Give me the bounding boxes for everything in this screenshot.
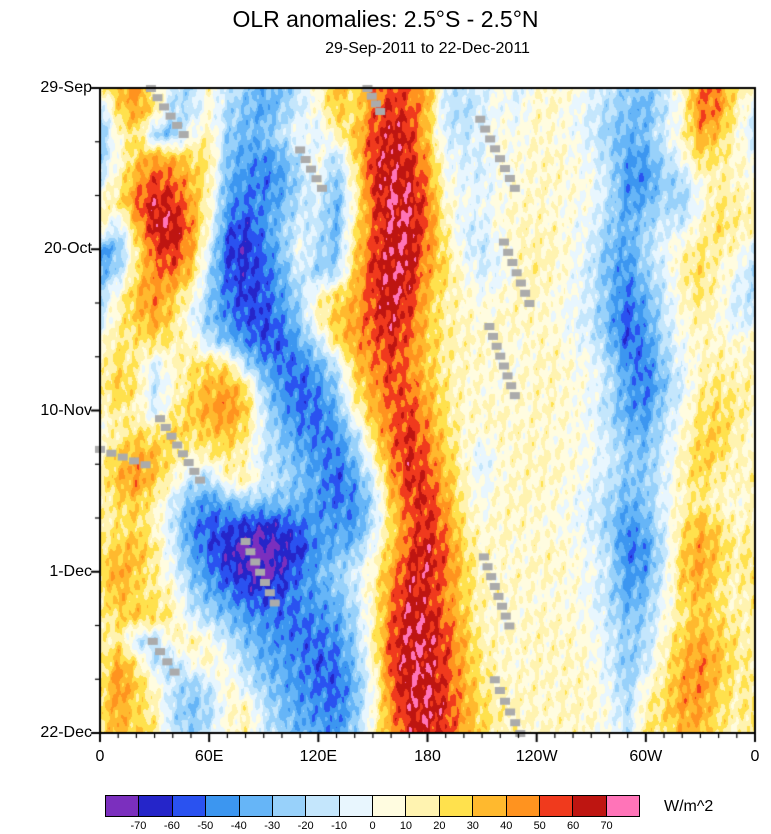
x-tick-label: 60W — [629, 748, 663, 765]
colorbar-cell — [206, 796, 240, 816]
y-tick-label: 20-Oct — [43, 240, 92, 258]
x-tick-label: 120W — [515, 748, 558, 765]
colorbar-cell — [373, 796, 407, 816]
colorbar-tick-label: 70 — [600, 820, 613, 832]
colorbar-cell — [539, 796, 574, 816]
x-tick-label: 0 — [95, 748, 105, 765]
colorbar — [105, 795, 640, 817]
colorbar-cell — [573, 796, 607, 816]
colorbar-tick-label: -40 — [230, 820, 247, 832]
colorbar-cell — [272, 796, 307, 816]
y-tick-label: 10-Nov — [40, 401, 92, 419]
colorbar-cell — [473, 796, 507, 816]
colorbar-tick-label: 40 — [500, 820, 513, 832]
colorbar-cell — [606, 796, 639, 816]
colorbar-tick-label: -70 — [130, 820, 147, 832]
colorbar-tick-label: -10 — [331, 820, 348, 832]
colorbar-tick-label: -30 — [264, 820, 281, 832]
colorbar-cell — [339, 796, 373, 816]
colorbar-cell — [139, 796, 173, 816]
colorbar-tick-label: 60 — [567, 820, 580, 832]
x-tick-label: 120E — [299, 748, 338, 765]
colorbar-tick-label: 10 — [399, 820, 413, 832]
colorbar-cell — [106, 796, 140, 816]
colorbar-cell — [506, 796, 540, 816]
colorbar-units-label: W/m^2 — [664, 798, 714, 815]
colorbar-tick-label: -50 — [197, 820, 214, 832]
y-tick-label: 22-Dec — [40, 724, 92, 741]
y-tick-label: 29-Sep — [40, 79, 92, 96]
colorbar-cell — [439, 796, 474, 816]
x-tick-label: 180 — [414, 748, 441, 765]
colorbar-tick-label: 0 — [369, 820, 376, 832]
colorbar-tick-label: -20 — [297, 820, 314, 832]
x-tick-label: 0 — [750, 748, 760, 765]
colorbar-tick-label: -60 — [163, 820, 180, 832]
colorbar-cell — [406, 796, 440, 816]
colorbar-tick-label: 20 — [433, 820, 446, 832]
colorbar-tick-label: 50 — [533, 820, 546, 832]
colorbar-tick-label: 30 — [466, 820, 479, 832]
y-tick-label: 1-Dec — [49, 562, 92, 580]
colorbar-cell — [172, 796, 207, 816]
x-tick-label: 60E — [194, 748, 224, 765]
colorbar-cell — [306, 796, 340, 816]
colorbar-cell — [239, 796, 273, 816]
hovmoller-plot-canvas — [0, 0, 771, 780]
